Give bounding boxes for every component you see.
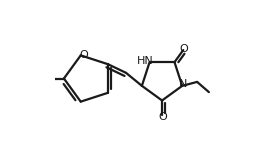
Text: N: N bbox=[179, 79, 187, 89]
Text: O: O bbox=[158, 112, 167, 122]
Text: O: O bbox=[79, 50, 88, 60]
Text: O: O bbox=[179, 44, 188, 54]
Text: HN: HN bbox=[136, 56, 153, 66]
